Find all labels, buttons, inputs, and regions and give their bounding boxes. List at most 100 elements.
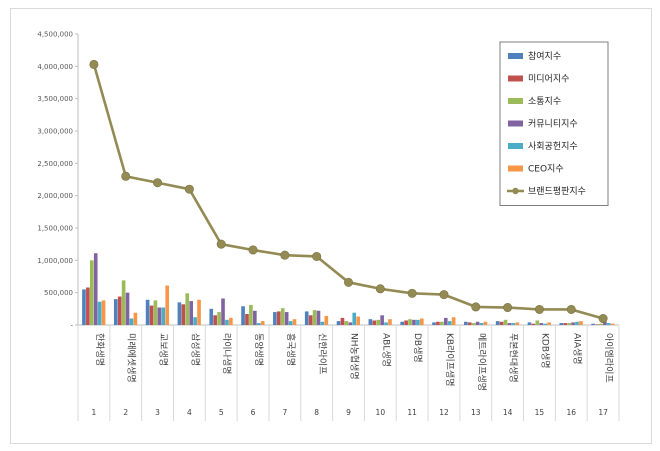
bar [511, 323, 516, 325]
x-category-label: KB라이프생명 [444, 333, 455, 386]
legend-label: 브랜드평판지수 [528, 186, 586, 197]
bar [185, 293, 190, 325]
legend-swatch [508, 120, 523, 127]
x-rank-label: 5 [219, 408, 224, 417]
bar [121, 280, 126, 325]
bar [165, 285, 170, 325]
y-tick-label: 2,000,000 [37, 192, 73, 200]
bar [376, 319, 381, 325]
bar [380, 315, 384, 325]
bar [177, 302, 182, 325]
bar [125, 292, 130, 325]
x-rank-label: 9 [346, 408, 351, 417]
bar [591, 323, 595, 325]
bar [535, 320, 540, 325]
bar [527, 322, 532, 325]
x-rank-label: 2 [123, 408, 128, 417]
line-point [280, 250, 290, 260]
y-tick-label: 2,500,000 [37, 160, 73, 168]
bar [515, 322, 520, 325]
bar [225, 319, 229, 325]
bar [229, 317, 233, 325]
brand-index-line [89, 59, 608, 324]
bar [93, 253, 98, 325]
line-point [407, 288, 417, 298]
bar [89, 260, 94, 325]
y-tick-label: 1,000,000 [37, 257, 73, 265]
bar [241, 306, 245, 325]
line-point [471, 302, 481, 312]
bar [603, 321, 607, 325]
bar [440, 321, 444, 325]
bars [82, 253, 615, 325]
bar [388, 319, 392, 325]
x-category-label: NH농협생명 [349, 333, 361, 380]
bar [197, 299, 201, 325]
bar [559, 323, 564, 325]
bar [499, 321, 504, 325]
bar [368, 319, 373, 325]
legend-label: 소통지수 [528, 96, 561, 107]
line-point [503, 303, 513, 313]
bar [189, 301, 194, 325]
legend-swatch [508, 143, 523, 149]
bar [464, 321, 468, 325]
brand-reputation-chart: - 500,000 1,000,000 1,500,000 2,000,000 2,500… [37, 31, 620, 421]
x-rank-label: 8 [314, 408, 319, 417]
bar [308, 315, 313, 325]
x-rank-label: 4 [187, 408, 192, 417]
bar [249, 304, 253, 325]
bar [579, 321, 583, 325]
bar [352, 312, 357, 325]
line-point [153, 178, 163, 188]
bar [471, 323, 476, 325]
x-rank-label: 17 [598, 408, 608, 417]
bar [101, 300, 106, 325]
line-point [566, 304, 576, 314]
bar [82, 289, 86, 325]
x-category-label: 동양생명 [253, 333, 264, 366]
bar [408, 319, 412, 325]
legend-label: 커뮤니티지수 [528, 119, 578, 130]
bar [217, 312, 221, 325]
bar [443, 317, 448, 325]
bar [213, 315, 217, 325]
bar [543, 323, 547, 325]
bar [209, 308, 214, 325]
bar [288, 321, 293, 325]
bar [280, 308, 285, 325]
bar [479, 323, 484, 325]
bar [253, 310, 257, 325]
bar [531, 323, 536, 325]
line-point [598, 314, 608, 324]
legend-swatch [508, 165, 523, 172]
bar [412, 319, 416, 325]
x-rank-label: 7 [282, 408, 287, 417]
bar [316, 310, 321, 325]
x-category-label: 미래에셋생명 [126, 333, 137, 383]
x-category-label: 메트라이프생명 [476, 333, 487, 391]
line-point [216, 239, 226, 249]
bar [539, 323, 544, 325]
bar [117, 296, 122, 325]
x-category-label: 라이나생명 [221, 333, 232, 374]
bar [149, 305, 154, 325]
x-category-label: 교보생명 [158, 333, 169, 366]
x-rank-label: 1 [92, 408, 97, 417]
bar [447, 321, 452, 325]
x-category-label: 흥국생명 [285, 333, 297, 366]
x-category-label: DB생명 [412, 333, 423, 363]
x-category-label: 푸본현대생명 [508, 333, 519, 383]
x-category-label: 한화생명 [94, 333, 105, 366]
legend-point-swatch [512, 187, 519, 195]
line-point [439, 290, 449, 300]
bar [256, 323, 261, 325]
bar [344, 321, 349, 325]
x-category-label: KDB생명 [539, 333, 550, 369]
bar [157, 307, 162, 325]
x-rank-label: 14 [503, 408, 513, 417]
bar [133, 312, 138, 325]
chart-frame: - 500,000 1,000,000 1,500,000 2,000,000 2,500… [10, 8, 652, 444]
bar [260, 321, 265, 325]
